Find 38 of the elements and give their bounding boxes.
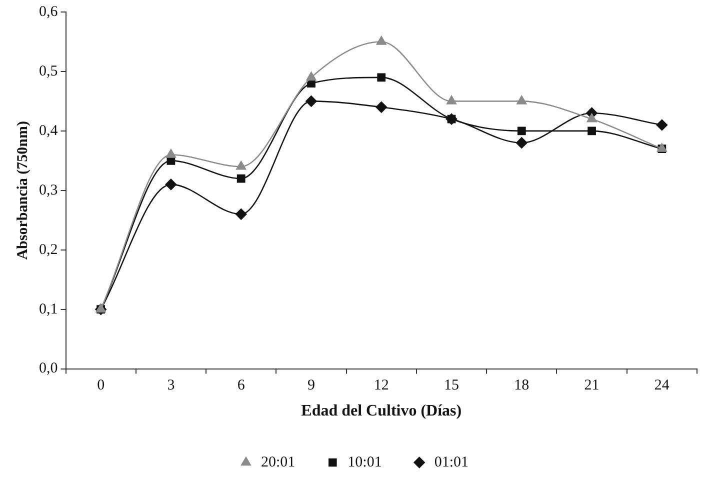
- legend-label: 10:01: [348, 454, 382, 470]
- point: [166, 149, 176, 158]
- x-tick-label: 24: [654, 378, 670, 394]
- legend-label: 01:01: [434, 454, 469, 470]
- x-tick-label: 12: [374, 378, 389, 394]
- y-tick-label: 0,0: [39, 360, 58, 377]
- y-axis-title: Absorbancia (750nm): [14, 121, 31, 260]
- point: [446, 96, 456, 104]
- legend-label: 20:01: [261, 454, 296, 470]
- x-tick-label: 9: [307, 378, 315, 394]
- point: [588, 126, 596, 136]
- x-tick-label: 21: [584, 378, 600, 394]
- point: [516, 96, 527, 104]
- y-tick-label: 0,4: [39, 122, 58, 139]
- point: [376, 101, 388, 113]
- point: [165, 178, 177, 190]
- point: [517, 126, 526, 136]
- point: [516, 137, 528, 148]
- point: [306, 96, 317, 107]
- point: [586, 113, 597, 122]
- x-tick-label: 3: [167, 378, 175, 394]
- x-tick-label: 0: [97, 378, 105, 394]
- y-tick-label: 0,2: [39, 242, 58, 258]
- point: [656, 119, 668, 131]
- y-tick-label: 0,1: [39, 301, 58, 318]
- point: [376, 36, 386, 45]
- y-tick-label: 0,3: [39, 182, 58, 198]
- point: [235, 208, 247, 220]
- y-tick-label: 0,5: [39, 63, 58, 80]
- point: [377, 73, 386, 82]
- x-tick-label: 18: [514, 378, 530, 394]
- x-axis-title: Edad del Cultivo (Días): [301, 402, 462, 420]
- y-tick-label: 0,6: [39, 4, 58, 20]
- point: [236, 160, 246, 170]
- point: [306, 72, 316, 81]
- point: [236, 174, 246, 183]
- x-tick-label: 6: [237, 378, 246, 394]
- x-tick-label: 15: [444, 378, 460, 394]
